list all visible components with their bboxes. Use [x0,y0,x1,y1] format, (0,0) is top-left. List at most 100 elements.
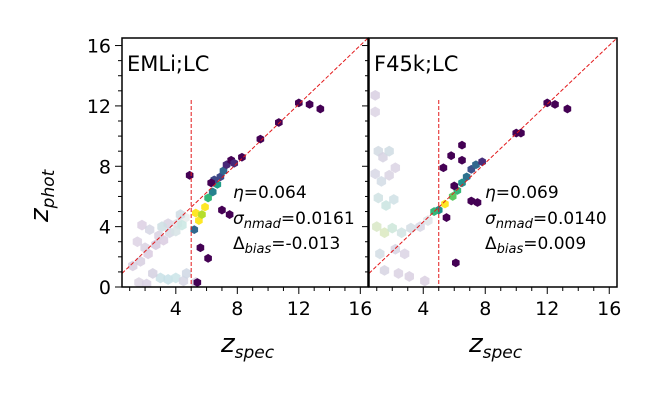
hexbin-point [441,199,449,209]
hexbin-point [472,160,480,170]
y-axis-label: zphot [25,168,59,223]
hexbin-point [196,243,205,253]
x-axis-symbol: z [468,329,484,359]
sigma-value: =0.0140 [533,209,607,229]
hexbin-point [316,104,325,114]
eta-symbol: η [485,183,496,203]
delta-sub: bias [245,242,272,257]
hexbin-faint [404,271,414,282]
sigma-symbol: σ [233,209,245,229]
delta-symbol: Δ [233,234,245,254]
hexbin-point [216,172,225,182]
hexbin-faint [389,194,399,205]
stat-eta: η=0.064 [233,183,307,203]
hexbin-point [190,225,199,235]
x-axis-label: zspec [220,329,275,363]
one-to-one-line [121,37,369,274]
x-axis-label: zspec [468,329,523,363]
hexbin-faint [148,268,158,279]
x-tick-label: 4 [170,298,182,320]
hexbin-point [551,100,559,109]
eta-value: =0.069 [496,183,559,203]
plot-frame [121,37,369,288]
hexbin-faint [373,192,383,204]
x-tick-label: 12 [287,298,311,320]
hexbin-faint [384,169,394,181]
y-tick-label: 0 [99,277,111,299]
x-tick-label: 12 [535,298,559,320]
hexbin-points [128,98,325,287]
stat-sigma-nmad: σnmad=0.0161 [233,209,355,232]
hexbin-faint [132,236,143,248]
hexbin-faint [177,219,187,231]
hexbin-faint [420,275,430,287]
hexbin-faint [171,272,181,284]
y-tick-label: 8 [99,156,111,178]
y-ticks [362,45,369,288]
hexbin-faint [399,248,410,260]
hexbin-point [275,118,283,127]
hexbin-faint [370,168,380,180]
hexbin-point [439,163,448,173]
hexbin-faint [154,230,164,242]
y-tick-label: 12 [87,96,111,118]
x-tick-label: 8 [231,298,243,320]
hexbin-points [370,89,572,287]
eta-symbol: η [233,183,244,203]
hexbin-faint [381,200,391,211]
x-ticks: 4 8 12 16 [129,287,372,320]
y-axis-sub: phot [39,168,59,209]
panel-title: F45k;LC [374,52,458,76]
stat-sigma-nmad: σnmad=0.0140 [485,209,607,232]
y-tick-label: 4 [99,217,111,239]
stat-eta: η=0.069 [485,183,559,203]
sigma-value: =0.0161 [281,209,355,229]
hexbin-faint [141,278,152,287]
hexbin-point [218,205,226,215]
hexbin-faint [390,243,401,255]
hexbin-faint [376,175,387,187]
hexbin-faint [155,272,166,284]
hexbin-point [219,166,228,176]
plot-frame [368,37,618,288]
hexbin-point [451,258,460,268]
delta-value: =0.009 [523,234,586,254]
hexbin-faint [387,222,397,234]
hexbin-faint [370,89,380,101]
x-tick-label: 16 [348,298,372,320]
hexbin-point [450,181,459,191]
hexbin-point [204,253,212,263]
x-axis-sub: spec [483,343,523,363]
x-axis-symbol: z [220,329,236,359]
hexbin-point [191,208,200,218]
hexbin-point [305,100,314,109]
hexbin-faint [396,227,407,239]
hexbin-faint [390,162,401,174]
hexbin-point [230,158,239,168]
hexbin-faint [406,222,416,234]
hexbin-faint [384,145,394,157]
hexbin-faint [140,242,150,254]
hexbin-faint [415,221,425,233]
hexbin-point [193,278,202,287]
hexbin-point [295,98,303,108]
hexbin-point [458,140,466,150]
hexbin-point [563,104,572,114]
x-tick-label: 16 [597,298,621,320]
hexbin-faint [379,227,390,239]
hexbin-faint [151,239,161,251]
hexbin-faint [128,260,138,272]
sigma-sub: nmad [244,217,282,232]
x-axis-sub: spec [235,343,275,363]
hexbin-faint [375,248,385,260]
hexbin-faint [134,277,144,287]
hexbin-faint [175,209,186,220]
x-tick-label: 8 [479,298,491,320]
hexbin-faint [423,215,433,226]
hexbin-point [208,187,217,197]
hexbin-point [238,152,246,162]
hexbin-faint [181,268,192,279]
hexbin-point [207,178,215,188]
delta-symbol: Δ [485,234,497,254]
